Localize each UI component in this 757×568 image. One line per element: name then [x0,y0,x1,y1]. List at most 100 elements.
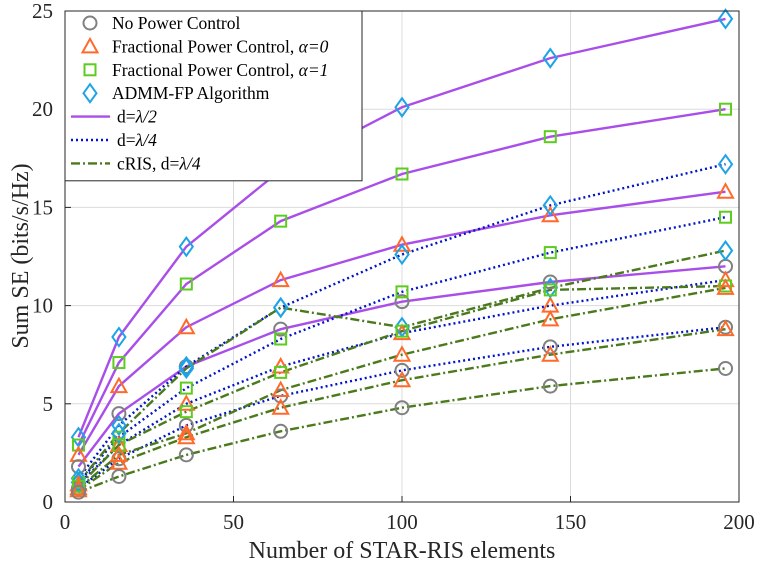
data-point [541,345,560,362]
data-point [111,326,127,348]
x-tick-label: 100 [386,510,418,534]
data-point [394,294,410,310]
data-point [716,270,735,288]
y-tick-label: 15 [32,195,53,219]
data-point [272,296,289,319]
x-tick-label: 150 [555,510,587,534]
y-tick-label: 0 [43,490,54,514]
data-point [392,370,412,388]
data-point [70,484,86,500]
data-point [274,332,288,346]
legend-label: Fractional Power Control, α=0 [112,36,329,56]
legend-label: cRIS, d=λ/4 [117,153,201,173]
series-line-11 [77,328,726,492]
series-line-12 [78,367,726,494]
data-point [179,381,193,395]
data-point [271,380,290,398]
x-tick-label: 0 [60,510,71,534]
legend-marker-diamond [82,82,98,104]
legend-box [64,10,363,182]
legend-label: ADMM-FP Algorithm [112,83,270,103]
data-point [109,376,129,394]
y-tick-label: 25 [32,0,53,23]
data-point [717,8,734,30]
data-point [541,309,560,327]
data-point [543,283,557,297]
data-point [542,339,558,355]
data-point [273,423,289,439]
data-point [111,468,127,484]
data-point [394,243,410,266]
legend-label: d=λ/2 [117,107,157,127]
data-point [394,96,410,118]
data-point [177,427,196,445]
axis-ticks: 0 50 100 150 200 0 5 10 15 20 25 [32,0,755,534]
legend-label-text: No Power Control [112,13,240,33]
legend-marker-triangle [80,36,100,54]
data-point [717,239,734,262]
data-point [392,235,412,252]
data-point [395,285,409,299]
data-point [177,394,196,411]
x-tick-label: 200 [723,510,755,534]
legend-marker-square [83,63,97,77]
data-point [543,246,557,260]
data-point [179,405,193,419]
legend-label-math: λ/2 [135,107,157,127]
data-point [177,423,196,441]
series-line-7 [77,326,726,490]
data-point [719,210,733,224]
data-point [177,317,196,335]
data-point [394,362,410,378]
series-line-1 [77,108,726,446]
data-point [178,355,195,378]
data-point [392,345,412,362]
data-point [542,47,559,69]
legend-label-text: cRIS, d= [117,153,180,173]
data-point [271,356,290,374]
data-point [271,270,290,288]
y-tick-label: 20 [32,97,53,121]
series-line-9 [77,284,726,488]
legend-label: Fractional Power Control, α=1 [112,60,328,80]
legend-label-text: d= [117,130,136,150]
data-point [111,414,127,437]
data-point [717,153,734,175]
data-point [178,447,194,463]
data-point [69,480,88,498]
data-point [112,438,126,452]
legend-label-text: ADMM-FP Algorithm [112,83,270,103]
data-point [716,182,735,199]
data-point [273,321,289,337]
data-point [719,102,733,116]
y-tick-label: 10 [32,294,53,318]
data-point [716,278,735,295]
data-point [542,194,559,217]
data-point [718,360,734,376]
x-tick-label: 50 [223,510,244,534]
data-point [542,274,558,290]
data-point [542,378,558,394]
y-tick-label: 5 [43,392,54,416]
y-axis-label: Sum SE (bits/s/Hz) [8,163,34,348]
data-point [178,417,194,433]
data-point [274,365,288,379]
x-axis-label: Number of STAR-RIS elements [249,538,556,564]
data-point [109,453,129,470]
data-point [394,400,410,416]
data-point [71,438,85,452]
legend-label: No Power Control [112,13,240,33]
legend-marker-circle [82,15,98,31]
data-point [271,398,290,415]
legend-label-text: d= [117,107,136,127]
data-point [274,214,288,228]
data-point [395,167,409,181]
legend-label-math: λ/4 [178,153,200,173]
legend-label-text: Fractional Power Control, [112,60,299,80]
data-point [716,319,735,337]
legend-label: d=λ/4 [117,130,157,150]
data-point [395,324,409,338]
series-line-3 [77,265,726,468]
data-point [543,130,557,144]
